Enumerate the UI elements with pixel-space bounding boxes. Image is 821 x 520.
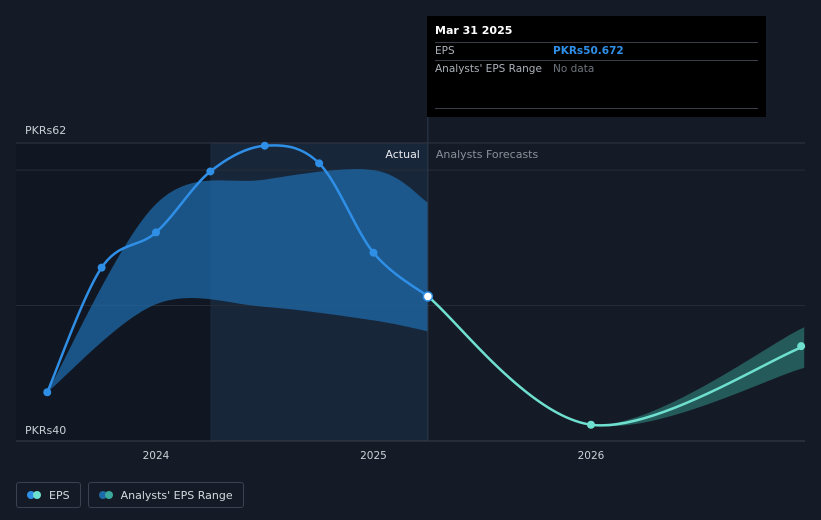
tooltip-date: Mar 31 2025 [435, 24, 513, 37]
eps-forecast-point [797, 342, 806, 351]
tooltip-divider [435, 108, 758, 109]
eps-forecast-point [587, 420, 595, 429]
forecast-label: Analysts Forecasts [436, 148, 539, 161]
tooltip-eps-value: PKRs50.672 [553, 45, 624, 57]
y-tick-label-bottom: PKRs40 [25, 424, 66, 437]
actual-label: Actual [385, 148, 419, 161]
tooltip-range-value: No data [553, 63, 595, 75]
legend: EPS Analysts' EPS Range [16, 482, 244, 508]
y-tick-label-top: PKRs62 [25, 124, 66, 137]
eps-actual-point [260, 141, 269, 150]
x-tick-label: 2024 [143, 450, 170, 462]
x-tick-label: 2026 [578, 450, 605, 462]
eps-actual-point [315, 159, 324, 168]
tooltip-eps-row: EPS PKRs50.672 [435, 42, 758, 60]
x-tick-label: 2025 [360, 450, 387, 462]
eps-actual-point [369, 248, 378, 257]
tooltip-range-row: Analysts' EPS Range No data [435, 60, 758, 78]
legend-range-button[interactable]: Analysts' EPS Range [87, 482, 244, 508]
tooltip: Mar 31 2025 EPS PKRs50.672 Analysts' EPS… [427, 16, 766, 117]
tooltip-eps-label: EPS [435, 45, 455, 57]
range-swatch-icon [98, 491, 114, 499]
eps-range-forecast-band [427, 296, 805, 427]
eps-current-point [422, 291, 434, 302]
legend-eps-button[interactable]: EPS [16, 482, 81, 508]
legend-eps-label: EPS [49, 488, 70, 502]
eps-actual-point [152, 228, 160, 237]
eps-actual-point [97, 263, 106, 272]
legend-range-label: Analysts' EPS Range [120, 488, 233, 502]
eps-actual-point [43, 388, 52, 397]
eps-range-actual-band [47, 169, 428, 393]
eps-actual-point [206, 167, 215, 176]
tooltip-range-label: Analysts' EPS Range [435, 63, 542, 75]
eps-swatch-icon [27, 491, 42, 499]
